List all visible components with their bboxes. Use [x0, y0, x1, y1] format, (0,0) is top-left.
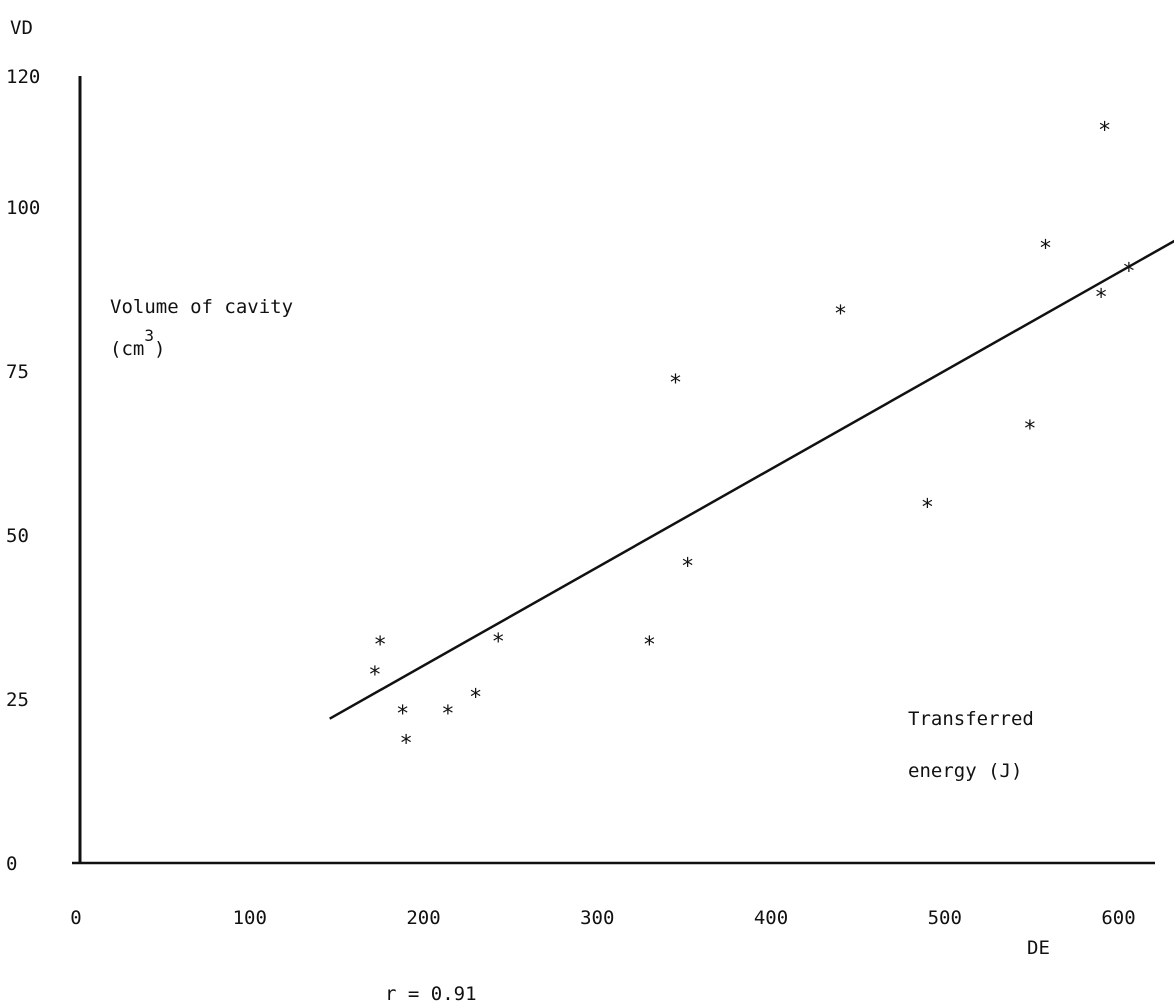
x-axis-name: DE: [1027, 937, 1050, 959]
y-axis-label-end: ): [154, 338, 165, 360]
x-axis-label-line2: energy (J): [908, 760, 1022, 782]
data-point: *: [669, 371, 682, 396]
x-tick-label: 400: [754, 907, 788, 929]
data-point: *: [469, 686, 482, 711]
y-axis-label-line2: (cm3): [110, 326, 165, 360]
data-point: *: [1122, 259, 1135, 284]
data-point: *: [368, 663, 381, 688]
data-point: *: [834, 302, 847, 327]
x-axis-label-line1: Transferred: [908, 708, 1034, 730]
y-axis-label-line1: Volume of cavity: [110, 296, 293, 318]
x-tick-label: 200: [406, 907, 440, 929]
data-point: *: [492, 630, 505, 655]
y-tick-label: 0: [6, 853, 17, 875]
y-axis-name: VD: [10, 17, 33, 39]
data-point: *: [643, 633, 656, 658]
data-point: *: [396, 702, 409, 727]
y-tick-label: 120: [6, 66, 40, 88]
y-axis-label-base: (cm: [110, 338, 144, 360]
x-tick-label: 500: [928, 907, 962, 929]
x-tick-labels: 0 100 200 300 400 500 600: [70, 907, 1135, 929]
data-point: *: [1095, 286, 1108, 311]
x-tick-label: 300: [580, 907, 614, 929]
data-point: *: [1039, 236, 1052, 261]
y-axis-label-superscript: 3: [144, 326, 154, 345]
y-tick-label: 50: [6, 525, 29, 547]
y-tick-labels: 0 25 50 75 100 120: [6, 66, 40, 875]
data-point: *: [1098, 118, 1111, 143]
y-tick-label: 75: [6, 361, 29, 383]
data-point: *: [681, 555, 694, 580]
data-point: *: [921, 495, 934, 520]
x-tick-label: 600: [1101, 907, 1135, 929]
regression-line-group: [329, 239, 1174, 720]
correlation-annotation: r = 0.91: [385, 983, 477, 1005]
data-point: *: [400, 732, 413, 757]
x-tick-label: 100: [233, 907, 267, 929]
regression-line: [329, 239, 1174, 720]
data-point: *: [373, 633, 386, 658]
y-tick-label: 100: [6, 197, 40, 219]
data-point: *: [441, 702, 454, 727]
y-tick-label: 25: [6, 689, 29, 711]
data-points: * * * * * * * * * * * * * * * * *: [368, 118, 1135, 756]
data-point: *: [1023, 417, 1036, 442]
x-tick-label: 0: [70, 907, 81, 929]
